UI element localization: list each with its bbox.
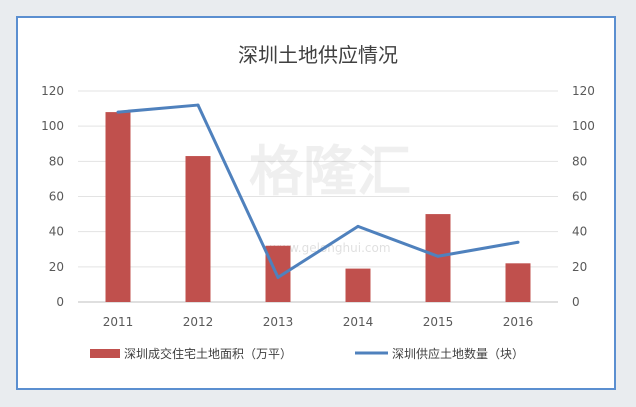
line-point bbox=[276, 275, 280, 279]
watermark-text: 格隆汇 bbox=[249, 140, 411, 203]
line-series bbox=[116, 103, 520, 279]
y-left-tick-label: 120 bbox=[41, 84, 64, 98]
chart-title: 深圳土地供应情况 bbox=[238, 43, 398, 67]
y-right-tick-label: 0 bbox=[572, 295, 580, 309]
y-right-tick-label: 40 bbox=[572, 225, 587, 239]
x-tick-label: 2015 bbox=[423, 315, 454, 329]
watermark: 格隆汇 www.gelonghui.com bbox=[249, 140, 411, 255]
bar bbox=[505, 263, 531, 302]
x-tick-label: 2014 bbox=[343, 315, 374, 329]
line-point bbox=[196, 103, 200, 107]
y-right-tick-label: 120 bbox=[572, 84, 595, 98]
gridlines bbox=[78, 90, 558, 303]
legend-bar-label: 深圳成交住宅土地面积（万平） bbox=[124, 346, 292, 361]
y-left-tick-label: 100 bbox=[41, 119, 64, 133]
y-left-tick-label: 80 bbox=[49, 154, 64, 168]
x-tick-label: 2011 bbox=[103, 315, 134, 329]
y-left-tick-label: 20 bbox=[49, 260, 64, 274]
x-tick-label: 2012 bbox=[183, 315, 214, 329]
y-right-tick-label: 100 bbox=[572, 119, 595, 133]
line-point bbox=[516, 240, 520, 244]
right-axis-ticks: 0 20 40 60 80 100 120 bbox=[572, 84, 595, 309]
bar bbox=[105, 112, 131, 302]
x-axis-ticks: 2011 2012 2013 2014 2015 2016 bbox=[103, 315, 534, 329]
y-left-tick-label: 60 bbox=[49, 190, 64, 204]
series-line bbox=[117, 103, 519, 279]
y-right-tick-label: 80 bbox=[572, 154, 587, 168]
legend: 深圳成交住宅土地面积（万平） 深圳供应土地数量（块） bbox=[90, 346, 524, 361]
y-left-tick-label: 0 bbox=[56, 295, 64, 309]
x-tick-label: 2016 bbox=[503, 315, 534, 329]
bar-series bbox=[105, 112, 531, 302]
y-right-tick-label: 20 bbox=[572, 260, 587, 274]
bar bbox=[185, 156, 211, 302]
legend-line-label: 深圳供应土地数量（块） bbox=[392, 346, 524, 361]
line-point bbox=[436, 254, 440, 258]
line-point bbox=[116, 110, 120, 114]
legend-bar-swatch bbox=[90, 349, 120, 358]
bar bbox=[345, 268, 371, 302]
y-right-tick-label: 60 bbox=[572, 190, 587, 204]
x-tick-label: 2013 bbox=[263, 315, 294, 329]
watermark-url: www.gelonghui.com bbox=[269, 241, 390, 255]
left-axis-ticks: 0 20 40 60 80 100 120 bbox=[41, 84, 64, 309]
line-point bbox=[356, 224, 360, 228]
bar bbox=[425, 214, 451, 302]
y-left-tick-label: 40 bbox=[49, 225, 64, 239]
